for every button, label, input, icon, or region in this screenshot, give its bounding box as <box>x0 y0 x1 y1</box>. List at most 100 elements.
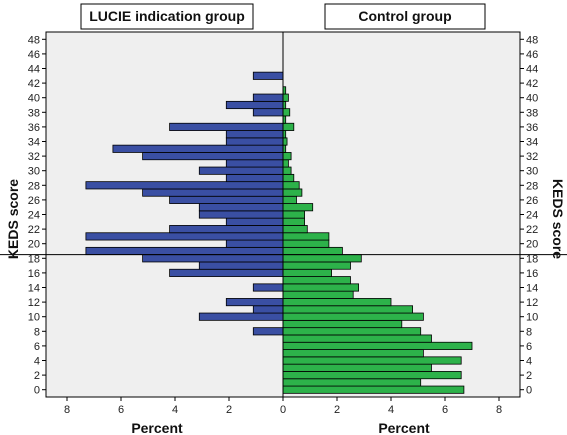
y-tick-label-left: 6 <box>34 341 40 353</box>
bar-lucie-10 <box>198 312 284 321</box>
y-tick-label-right: 32 <box>526 151 538 163</box>
bar-control-11 <box>282 305 414 314</box>
y-tick-label-right: 48 <box>526 34 538 46</box>
y-tick-label-right: 2 <box>526 370 532 382</box>
y-tick-label-right: 16 <box>526 268 538 280</box>
bar-control-18 <box>282 254 362 263</box>
y-tick-label-left: 0 <box>34 385 40 397</box>
x-tick-label: 4 <box>388 404 394 416</box>
bar-control-34 <box>282 137 288 146</box>
bar-control-1 <box>282 378 422 387</box>
bar-lucie-40 <box>252 93 284 102</box>
y-tick-label-right: 44 <box>526 64 538 76</box>
bar-control-21 <box>282 232 330 241</box>
right-panel-title: Control group <box>358 8 451 24</box>
y-tick-label-left: 48 <box>28 34 40 46</box>
y-tick-label-left: 12 <box>28 297 40 309</box>
bar-control-32 <box>282 152 292 161</box>
bar-control-36 <box>282 122 295 131</box>
bar-control-23 <box>282 217 306 226</box>
y-tick-label-right: 6 <box>526 341 532 353</box>
bar-control-26 <box>282 195 297 204</box>
y-axis-title-right: KEDS score <box>550 179 566 259</box>
bar-lucie-18 <box>142 254 284 263</box>
y-tick-label-left: 10 <box>28 312 40 324</box>
y-tick-label-right: 46 <box>526 49 538 61</box>
bar-lucie-12 <box>225 298 284 307</box>
y-tick-label-right: 26 <box>526 195 538 207</box>
y-tick-label-left: 14 <box>28 283 40 295</box>
bar-control-10 <box>282 312 424 321</box>
y-tick-label-right: 42 <box>526 78 538 90</box>
left-panel-title: LUCIE indication group <box>89 8 245 24</box>
y-tick-label-left: 26 <box>28 195 40 207</box>
left-panel-title-box <box>80 3 254 30</box>
y-tick-label-left: 44 <box>28 64 40 76</box>
bar-lucie-33 <box>112 144 284 153</box>
y-tick-label-right: 22 <box>526 224 538 236</box>
y-tick-label-left: 46 <box>28 49 40 61</box>
bar-control-16 <box>282 268 332 277</box>
y-tick-label-right: 10 <box>526 312 538 324</box>
bar-control-8 <box>282 327 422 336</box>
bar-lucie-39 <box>225 100 284 110</box>
bar-control-24 <box>282 210 306 219</box>
bar-lucie-27 <box>142 188 284 197</box>
y-tick-label-left: 22 <box>28 224 40 236</box>
y-tick-label-left: 2 <box>34 370 40 382</box>
bar-lucie-20 <box>225 239 284 248</box>
bar-control-38 <box>282 108 291 117</box>
bar-lucie-36 <box>169 122 284 131</box>
bar-control-29 <box>282 173 295 183</box>
y-tick-label-left: 4 <box>34 356 40 368</box>
y-tick-label-left: 18 <box>28 253 40 265</box>
bar-control-5 <box>282 349 424 358</box>
bar-lucie-28 <box>85 181 284 190</box>
x-axis-title-left: Percent <box>131 420 183 435</box>
bar-control-30 <box>282 166 292 175</box>
bar-control-4 <box>282 356 462 365</box>
right-panel-title-box <box>324 3 486 30</box>
bar-control-2 <box>282 371 462 380</box>
y-tick-label-right: 0 <box>526 385 532 397</box>
y-tick-label-right: 4 <box>526 356 532 368</box>
y-tick-label-right: 20 <box>526 239 538 251</box>
panel-titles: LUCIE indication group Control group <box>80 3 486 30</box>
bar-control-22 <box>282 225 308 234</box>
bar-control-12 <box>282 298 392 307</box>
bar-control-20 <box>282 239 330 248</box>
x-tick-label: 8 <box>64 404 70 416</box>
x-tick-label: 0 <box>280 404 286 416</box>
y-tick-label-left: 20 <box>28 239 40 251</box>
x-tick-label: 4 <box>172 404 178 416</box>
bar-lucie-11 <box>252 305 284 314</box>
bar-lucie-29 <box>225 173 284 183</box>
bar-lucie-32 <box>142 152 284 161</box>
y-tick-label-left: 30 <box>28 166 40 178</box>
bar-lucie-19 <box>85 246 284 256</box>
bar-lucie-26 <box>169 195 284 204</box>
x-tick-label: 2 <box>226 404 232 416</box>
y-tick-label-right: 40 <box>526 93 538 105</box>
bar-lucie-34 <box>225 137 284 146</box>
y-tick-label-left: 34 <box>28 137 40 149</box>
x-tick-label: 6 <box>442 404 448 416</box>
y-tick-label-right: 30 <box>526 166 538 178</box>
bar-control-0 <box>282 385 465 394</box>
bar-control-15 <box>282 276 351 285</box>
x-tick-label: 6 <box>118 404 124 416</box>
y-tick-label-left: 40 <box>28 93 40 105</box>
bar-control-6 <box>282 341 473 350</box>
y-tick-label-right: 34 <box>526 137 538 149</box>
bar-control-28 <box>282 181 300 190</box>
bar-control-13 <box>282 290 354 299</box>
bar-lucie-21 <box>85 232 284 241</box>
bar-lucie-31 <box>225 159 284 168</box>
bar-control-7 <box>282 334 432 343</box>
y-tick-label-left: 8 <box>34 326 40 338</box>
y-tick-label-right: 18 <box>526 253 538 265</box>
bar-lucie-24 <box>198 210 284 219</box>
y-tick-label-right: 14 <box>526 283 538 295</box>
